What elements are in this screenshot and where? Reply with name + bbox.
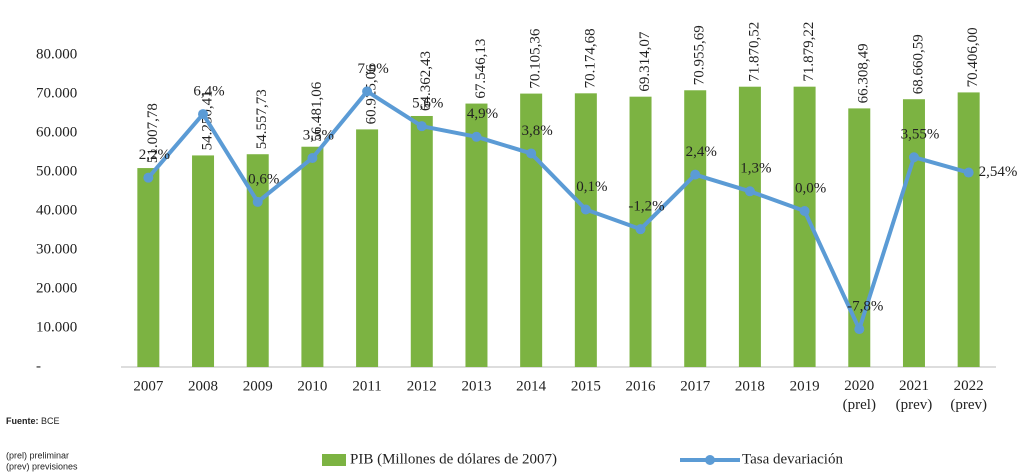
x-tick-label: 2008 [188,378,218,394]
bar [574,93,597,367]
line-value-label: 2,54% [979,164,1018,180]
bar [738,86,761,368]
line [146,89,970,332]
bar [957,92,980,368]
bar [246,154,269,367]
line-marker [635,224,646,235]
bar [902,99,925,368]
x-tick-label: 2022 (prev) [950,378,987,413]
y-tick-label: 40.000 [36,202,77,218]
line-value-label: 0,1% [576,179,607,195]
line-marker [908,152,919,163]
x-tick-label: 2013 [461,378,491,394]
x-tick-label: 2021 (prev) [896,378,933,413]
line-marker [252,196,263,207]
legend-label: Tasa devariación [742,451,843,467]
bar [137,168,160,367]
y-tick-label: 20.000 [36,280,77,296]
x-tick-label: 2010 [297,378,327,394]
x-tick-label: 2016 [626,378,657,394]
x-tick-label: 2018 [735,378,765,394]
line-value-label: -7,8% [847,299,883,315]
x-tick-label: 2011 [352,378,381,394]
line-marker [416,121,427,132]
footnote-note: (prel) preliminar [6,450,69,460]
line-value-label: 3,5% [303,127,334,143]
bar-value-label: 69.314,07 [637,31,653,92]
bar-value-label: 56.481,06 [309,81,325,142]
line-marker [143,172,154,183]
line-marker [690,169,701,180]
line-marker [471,131,482,142]
line-marker [198,109,209,120]
line-value-label: 7,9% [357,61,388,77]
bar-value-label: 68.660,59 [910,34,926,94]
bar-value-label: 70.955,69 [692,25,708,85]
line-value-label: -1,2% [628,199,664,215]
footnote-source: Fuente: BCE [6,416,60,426]
line-value-label: 3,55% [901,127,940,143]
y-tick-label: 80.000 [36,46,77,62]
line-value-label: 2,4% [686,144,717,160]
bar [684,90,707,367]
bar [848,108,871,368]
bar [465,103,488,367]
line-marker [854,324,865,335]
line-marker [744,186,755,197]
x-tick-label: 2014 [516,378,547,394]
source-label: Fuente: [6,416,39,426]
line-value-label: 0,6% [248,171,279,187]
x-tick-label: 2019 [790,378,820,394]
line-value-label: 4,9% [467,106,498,122]
bar-value-label: 64.362,43 [418,51,434,111]
x-tick-label: 2009 [243,378,273,394]
bar [356,129,379,367]
x-tick-label: 2020 (prel) [843,378,876,413]
bar-value-label: 66.308,49 [856,43,872,103]
legend-label: PIB (Millones de dólares de 2007) [350,451,557,467]
bar-value-label: 70.406,00 [965,27,981,87]
line-value-label: 5,6% [412,96,443,112]
x-tick-label: 2012 [407,378,437,394]
legend-swatch [322,454,346,466]
x-tick-label: 2007 [133,378,164,394]
footnote-note: (prev) previsiones [6,461,78,471]
source: BCE [41,416,60,426]
bar-value-label: 71.879,22 [801,22,817,82]
y-tick-label: 60.000 [36,124,77,140]
line-marker [963,167,974,178]
legend-swatch [705,455,715,465]
bar-value-label: 70.105,36 [528,28,544,89]
bar-value-label: 71.870,52 [746,22,762,82]
bar [793,86,816,367]
y-tick-label: 70.000 [36,85,77,101]
x-tick-label: 2017 [680,378,711,394]
line-marker [799,206,810,216]
y-tick-label: - [36,358,41,374]
bar-value-label: 54.557,73 [254,89,270,149]
line-marker [526,148,537,159]
line-value-label: 1,3% [740,161,771,177]
bar [192,155,215,367]
bar [410,115,433,367]
y-tick-label: 50.000 [36,163,77,179]
line-value-label: 3,8% [522,123,553,139]
line-value-label: 6,4% [193,84,224,100]
bar-value-label: 51.007,78 [145,103,161,163]
line-value-label: 0,0% [795,180,826,196]
line-marker [580,204,591,215]
bar-value-label: 67.546,13 [473,39,489,99]
line-marker [362,86,373,97]
bar-value-label: 70.174,68 [582,28,598,88]
bar [301,146,324,367]
line-marker [307,152,318,163]
y-tick-label: 30.000 [36,241,77,257]
y-tick-label: 10.000 [36,319,77,335]
x-tick-label: 2015 [571,378,601,394]
line-value-label: 2,2% [139,147,170,163]
